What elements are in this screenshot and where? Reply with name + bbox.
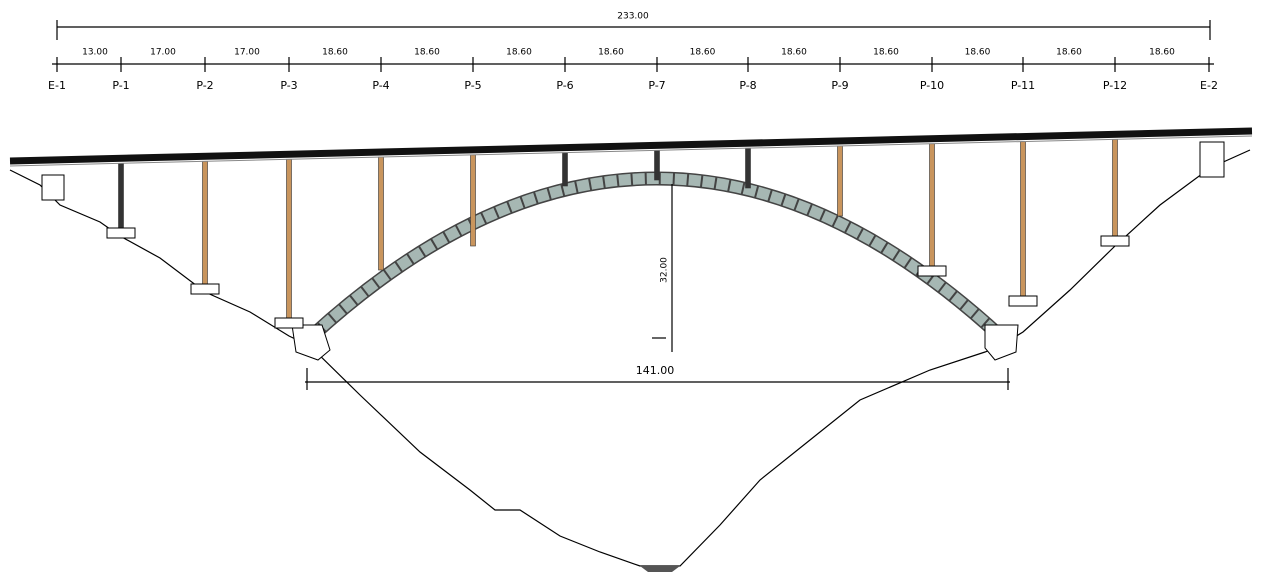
span-label: 17.00 <box>234 48 260 58</box>
total-length-label: 233.00 <box>617 12 649 22</box>
deck-soffit <box>10 136 1252 166</box>
support-label: P-9 <box>831 79 848 92</box>
support-label: P-7 <box>648 79 665 92</box>
support-label: P-6 <box>556 79 573 92</box>
arch-foundation <box>985 325 1018 360</box>
support-label: P-5 <box>464 79 481 92</box>
pier-footing <box>191 284 219 294</box>
pier <box>471 155 476 246</box>
pier <box>203 161 208 288</box>
support-label: P-12 <box>1103 79 1127 92</box>
support-label: E-2 <box>1200 79 1218 92</box>
pier <box>1021 142 1026 300</box>
support-label: P-2 <box>196 79 213 92</box>
arch <box>312 179 1000 337</box>
bridge-elevation: 233.00 32.00 141.00 E-1 P-1 P-2 P-3 P-4 P-5 P-… <box>0 0 1265 576</box>
span-label: 18.60 <box>506 48 532 58</box>
span-label: 18.60 <box>598 48 624 58</box>
span-label: 17.00 <box>150 48 176 58</box>
ground-profile <box>10 150 1250 566</box>
pier <box>379 157 384 270</box>
support-label: P-4 <box>372 79 389 92</box>
span-label: 18.60 <box>690 48 716 58</box>
support-label: P-11 <box>1011 79 1035 92</box>
pier <box>655 150 660 180</box>
span-label: 18.60 <box>873 48 899 58</box>
riverbed <box>640 566 680 572</box>
pier <box>746 148 751 188</box>
deck <box>10 131 1252 161</box>
pier <box>838 146 843 216</box>
support-label: P-8 <box>739 79 756 92</box>
span-label: 18.60 <box>781 48 807 58</box>
page: 233.00 32.00 141.00 E-1 P-1 P-2 P-3 P-4 P-5 P-… <box>0 0 1265 576</box>
abutment <box>1200 142 1224 177</box>
pier <box>287 159 292 322</box>
span-label: 18.60 <box>322 48 348 58</box>
span-label: 18.60 <box>1149 48 1175 58</box>
piers <box>107 139 1129 328</box>
pier <box>930 144 935 270</box>
span-label: 18.60 <box>414 48 440 58</box>
span-label: 13.00 <box>82 48 108 58</box>
pier-footing <box>1101 236 1129 246</box>
pier <box>119 163 124 232</box>
pier <box>563 153 568 186</box>
span-label: 18.60 <box>1056 48 1082 58</box>
arch-span-label: 141.00 <box>636 364 675 377</box>
support-label: P-1 <box>112 79 129 92</box>
support-label: E-1 <box>48 79 66 92</box>
arch-rise-label: 32.00 <box>660 257 670 283</box>
support-label: P-10 <box>920 79 944 92</box>
pier <box>1113 139 1118 240</box>
pier-footing <box>918 266 946 276</box>
pier-footing <box>1009 296 1037 306</box>
pier-footing <box>275 318 303 328</box>
span-label: 18.60 <box>965 48 991 58</box>
pier-footing <box>107 228 135 238</box>
support-label: P-3 <box>280 79 297 92</box>
abutment <box>42 175 64 200</box>
